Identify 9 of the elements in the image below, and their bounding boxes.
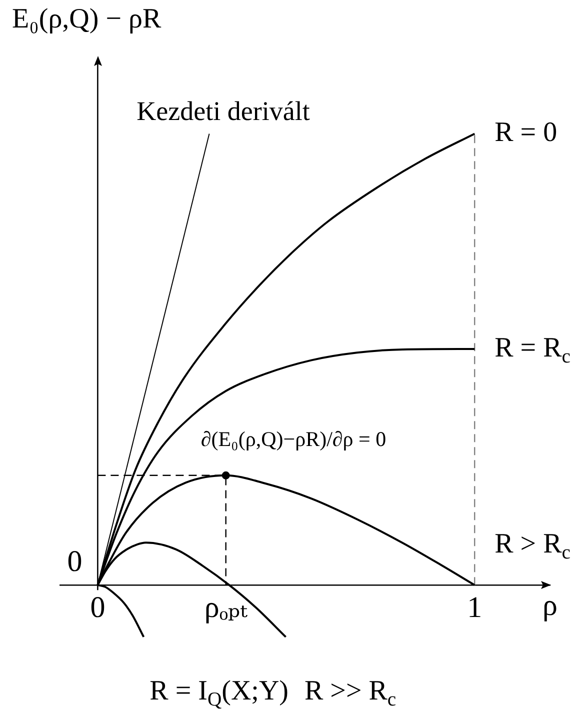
x-tick-label: 0 bbox=[90, 590, 106, 624]
annotation: ∂(E₀(ρ,Q)−ρR)/∂ρ = 0 bbox=[200, 426, 386, 451]
annotation: 0 bbox=[67, 544, 82, 578]
series-label: Kezdeti derivált bbox=[136, 96, 310, 126]
x-tick-label: ρₒₚₜ bbox=[204, 590, 248, 624]
x-tick-label: 1 bbox=[467, 590, 482, 624]
x-axis-title: ρ bbox=[542, 588, 558, 622]
y-axis-title: E₀(ρ,Q) − ρR bbox=[12, 3, 162, 34]
series-label: R = 0 bbox=[494, 117, 558, 148]
